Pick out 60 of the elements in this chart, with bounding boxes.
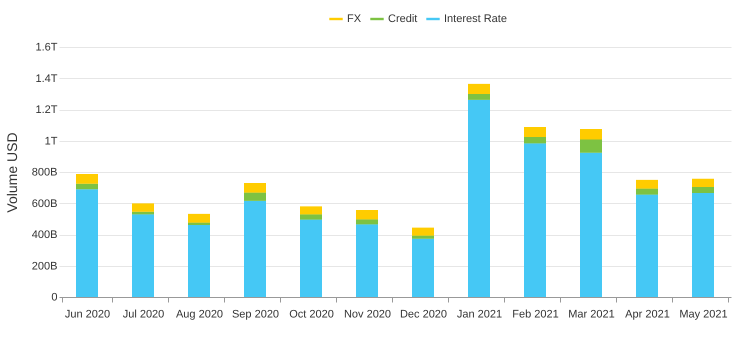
bar bbox=[580, 152, 602, 297]
bar bbox=[636, 188, 658, 195]
y-tick-label: 1.6T bbox=[35, 42, 58, 54]
bar bbox=[300, 206, 322, 214]
x-tick-label: Jul 2020 bbox=[122, 308, 164, 320]
legend-label: Interest Rate bbox=[444, 13, 507, 25]
y-tick-label: 200B bbox=[32, 260, 58, 272]
x-tick-label: Feb 2021 bbox=[512, 308, 559, 320]
y-tick-label: 1.4T bbox=[35, 72, 58, 85]
bar bbox=[356, 210, 378, 220]
x-tick-label: Oct 2020 bbox=[289, 308, 334, 320]
bar bbox=[468, 100, 490, 297]
bar bbox=[76, 174, 98, 184]
y-tick-label: 1T bbox=[44, 135, 58, 148]
x-tick-label: May 2021 bbox=[679, 308, 728, 320]
bar bbox=[412, 228, 434, 236]
bar bbox=[244, 182, 266, 193]
bar bbox=[412, 238, 434, 297]
bar bbox=[692, 178, 714, 187]
bar bbox=[468, 84, 490, 94]
bar bbox=[300, 214, 322, 220]
y-tick-label: 800B bbox=[32, 166, 58, 178]
bar bbox=[356, 224, 378, 297]
bar bbox=[468, 94, 490, 100]
bar bbox=[692, 192, 714, 297]
bar bbox=[580, 140, 602, 153]
bar bbox=[300, 220, 322, 297]
bar bbox=[132, 214, 154, 297]
y-tick-label: 0 bbox=[51, 292, 58, 304]
x-tick-label: Nov 2020 bbox=[344, 308, 392, 320]
x-tick-label: Mar 2021 bbox=[568, 308, 615, 320]
legend-label: FX bbox=[347, 13, 362, 25]
bar bbox=[636, 180, 658, 189]
x-tick-label: Dec 2020 bbox=[400, 308, 448, 320]
legend-label: Credit bbox=[388, 13, 418, 25]
bar bbox=[188, 214, 210, 223]
bar bbox=[356, 219, 378, 224]
y-tick-label: 600B bbox=[32, 198, 58, 210]
bar bbox=[132, 203, 154, 212]
x-tick-label: Jan 2021 bbox=[456, 308, 502, 320]
bar bbox=[244, 192, 266, 201]
x-tick-label: Apr 2021 bbox=[625, 308, 670, 320]
bar bbox=[188, 224, 210, 297]
x-tick-label: Jun 2020 bbox=[64, 308, 110, 320]
bar bbox=[244, 200, 266, 297]
bar bbox=[692, 187, 714, 193]
bar bbox=[524, 127, 546, 137]
bar bbox=[524, 143, 546, 297]
bar bbox=[76, 184, 98, 190]
bar bbox=[412, 236, 434, 239]
x-tick-label: Sep 2020 bbox=[232, 308, 280, 320]
y-tick-label: 1.2T bbox=[35, 104, 58, 116]
y-axis-title: Volume USD bbox=[4, 132, 20, 213]
bar bbox=[636, 194, 658, 297]
bar bbox=[524, 137, 546, 144]
bar bbox=[76, 189, 98, 297]
x-tick-label: Aug 2020 bbox=[176, 308, 224, 320]
y-tick-label: 400B bbox=[32, 229, 58, 241]
bar bbox=[580, 129, 602, 140]
bar bbox=[132, 212, 154, 214]
